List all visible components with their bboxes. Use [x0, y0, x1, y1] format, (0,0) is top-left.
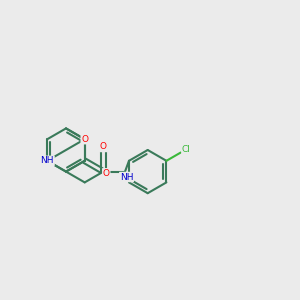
Text: O: O	[100, 142, 107, 152]
Text: NH: NH	[40, 156, 54, 165]
Text: Cl: Cl	[182, 145, 191, 154]
Text: O: O	[103, 169, 110, 178]
Text: NH: NH	[120, 172, 133, 182]
Text: O: O	[81, 135, 88, 144]
